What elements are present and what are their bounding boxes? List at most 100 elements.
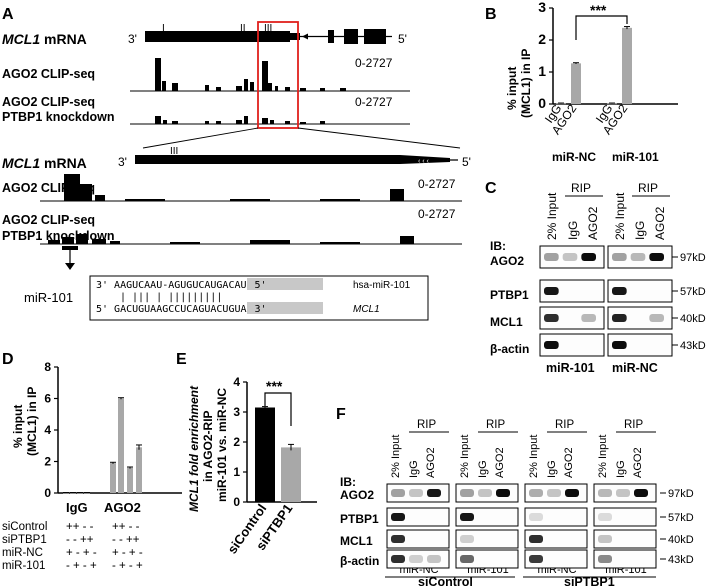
blot-box <box>524 529 588 549</box>
y-tick-label: 0 <box>44 486 51 500</box>
track2-label-line1: AGO2 CLIP-seq <box>2 95 95 109</box>
blot-box <box>524 549 588 569</box>
duplex-bottom-name: MCL1 <box>353 304 380 315</box>
coverage-peak <box>155 116 161 124</box>
track2-range: 0-2727 <box>355 95 393 109</box>
y-tick-label: 4 <box>44 423 51 437</box>
ib-row-label: MCL1 <box>490 315 523 329</box>
significance-stars: *** <box>590 2 607 18</box>
panel-b-group-2: miR-101 <box>612 150 659 164</box>
band <box>544 287 559 295</box>
size-label: 57kD <box>680 286 706 298</box>
x-group-label: IgG <box>66 500 88 515</box>
lane-label: IgG <box>633 221 647 240</box>
coverage-peak <box>48 240 60 244</box>
arrow-head <box>65 263 75 270</box>
size-label: 40kD <box>680 313 706 325</box>
condition-row-label: miR-NC <box>2 547 43 559</box>
band <box>460 555 474 563</box>
band <box>630 253 646 261</box>
y-tick-label: 2 <box>538 31 546 47</box>
lane-label: AGO2 <box>653 206 667 240</box>
y-tick-label: 1 <box>233 465 240 479</box>
gene-name: MCL1 <box>2 31 40 47</box>
band <box>612 314 627 322</box>
condition-signs-igg: - - ++ <box>66 534 94 546</box>
coverage-peak <box>320 242 360 244</box>
band <box>391 555 405 563</box>
ib-row-label: β-actin <box>490 342 529 356</box>
ib-row-label: MCL1 <box>340 534 373 548</box>
panel-e-label: E <box>176 351 187 368</box>
coverage-peak <box>320 88 325 91</box>
panel-b-ylabel-2: (MCL1) in IP <box>519 49 533 118</box>
blot-box <box>539 306 605 330</box>
blot-box <box>593 549 657 569</box>
y-tick-label: 8 <box>44 360 51 374</box>
si-group-label: siControl <box>418 575 473 586</box>
band <box>427 555 441 563</box>
coverage-peak <box>64 174 80 201</box>
coverage-peak <box>163 120 167 124</box>
lane-label: 2% Input <box>613 192 627 240</box>
prime5-top: 5' <box>398 32 407 46</box>
size-label: 97kD <box>668 488 694 500</box>
duplex-top: 3' AAGUCAAU-AGUGUCAUGACAU 5' <box>96 280 267 291</box>
band <box>478 489 492 497</box>
prime3-zoom: 3' <box>118 155 127 169</box>
coverage-peak <box>92 239 106 244</box>
coverage-peak <box>262 61 268 91</box>
bar <box>556 103 566 105</box>
band <box>391 513 405 521</box>
band <box>581 253 596 261</box>
blot-box <box>524 507 588 527</box>
target-site-bar <box>62 246 78 250</box>
group-label: miR-101 <box>546 361 595 375</box>
panel-b-group-1: miR-NC <box>552 150 596 164</box>
band <box>529 535 543 543</box>
track2-label-line2: PTBP1 knockdown <box>2 110 115 124</box>
band <box>529 555 543 563</box>
band <box>529 513 543 521</box>
size-label: 40kD <box>668 534 694 546</box>
condition-signs-igg: ++ - - <box>66 521 94 533</box>
coverage-peak <box>205 121 209 124</box>
zoom-line-right <box>297 127 461 149</box>
coverage-peak <box>162 81 166 91</box>
size-label: 43kD <box>668 554 694 566</box>
coverage-peak <box>250 82 254 91</box>
blot-box <box>593 529 657 549</box>
significance-bracket <box>264 392 292 426</box>
significance-bracket <box>575 15 628 40</box>
exon-numeral-3: III <box>264 23 272 34</box>
bar <box>63 492 69 494</box>
bar <box>84 492 90 494</box>
band <box>409 555 423 563</box>
group-label: miR-NC <box>612 361 658 375</box>
coverage-peak <box>300 88 306 91</box>
panel-b-ylabel-1: % input <box>505 67 519 110</box>
size-label: 57kD <box>668 512 694 524</box>
zoom-track2-label-line1: AGO2 CLIP-seq <box>2 213 95 227</box>
seed-highlight-top <box>247 278 323 290</box>
band <box>598 489 612 497</box>
seed-highlight-bottom <box>247 302 323 314</box>
zoom-highlight-box <box>257 21 299 129</box>
coverage-peak <box>80 184 92 201</box>
lane-label: 2% Input <box>597 435 609 478</box>
blot-box <box>455 549 519 569</box>
bar <box>70 492 76 494</box>
ib-row-label: β-actin <box>340 554 379 568</box>
condition-signs-ago2: - - ++ <box>112 534 140 546</box>
size-label: 97kD <box>680 252 706 264</box>
rip-label: RIP <box>417 419 437 431</box>
coverage-peak <box>216 87 221 91</box>
blot-box <box>455 507 519 527</box>
lane-label: AGO2 <box>494 447 506 478</box>
rip-label: RIP <box>555 419 575 431</box>
clip-track-2 <box>155 116 325 124</box>
coverage-peak <box>268 83 272 91</box>
coverage-peak <box>172 83 178 91</box>
